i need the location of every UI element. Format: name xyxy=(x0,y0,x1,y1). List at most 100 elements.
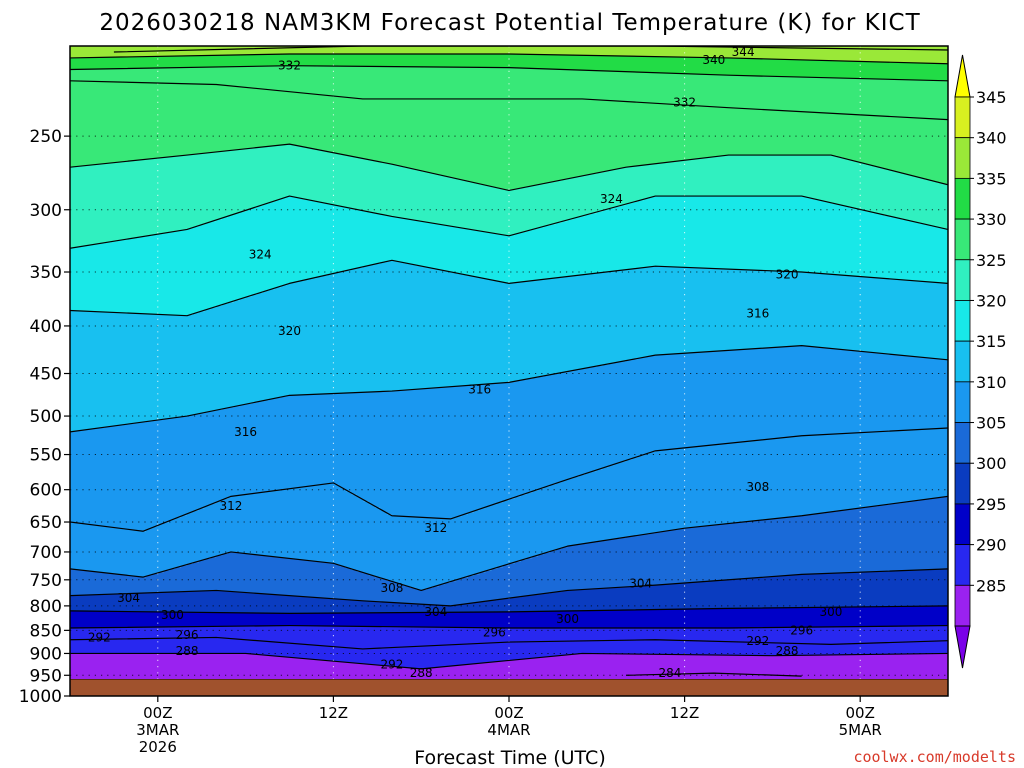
color-cell xyxy=(819,434,826,514)
color-cell xyxy=(491,642,498,662)
color-cell xyxy=(830,607,838,627)
color-cell xyxy=(918,429,926,500)
color-cell xyxy=(661,196,668,267)
color-cell xyxy=(743,58,750,76)
color-cell xyxy=(708,581,715,609)
color-cell xyxy=(708,46,715,58)
color-cell xyxy=(257,640,264,655)
color-cell xyxy=(514,597,522,612)
color-cell xyxy=(286,595,294,614)
color-cell xyxy=(292,625,299,644)
color-cell xyxy=(942,283,948,360)
color-cell xyxy=(544,46,551,55)
color-cell xyxy=(192,55,200,68)
contour-line-284 xyxy=(626,672,802,677)
color-cell xyxy=(239,66,247,88)
color-cell xyxy=(345,97,352,156)
color-cell xyxy=(637,102,645,166)
contour-line-344 xyxy=(113,46,948,53)
color-cell xyxy=(626,46,633,57)
color-cell xyxy=(596,55,604,71)
color-cell xyxy=(655,72,662,104)
color-cell xyxy=(304,54,311,66)
color-cell xyxy=(590,653,598,696)
color-cell xyxy=(309,65,317,95)
color-cell xyxy=(450,612,457,628)
color-cell xyxy=(151,611,159,628)
color-cell xyxy=(573,654,580,696)
color-cell xyxy=(643,585,651,610)
contour-line-332 xyxy=(70,80,948,121)
color-cell xyxy=(789,196,797,272)
color-cell xyxy=(760,109,768,156)
color-cell xyxy=(263,641,270,656)
color-cell xyxy=(239,553,247,593)
color-cell xyxy=(210,67,217,85)
color-cell xyxy=(116,627,124,639)
color-cell xyxy=(339,271,346,394)
color-cell xyxy=(427,66,434,99)
color-cell xyxy=(380,578,387,602)
color-cell xyxy=(368,504,375,576)
color-cell xyxy=(860,115,867,164)
color-cell xyxy=(877,505,885,572)
contour-label: 308 xyxy=(380,581,403,595)
color-cell xyxy=(93,164,100,245)
color-cell xyxy=(146,653,153,696)
color-cell xyxy=(204,84,212,153)
color-cell xyxy=(368,601,375,613)
color-cell xyxy=(877,431,885,506)
color-cell xyxy=(374,601,381,613)
color-cell xyxy=(415,604,422,613)
color-cell xyxy=(526,378,534,493)
color-cell xyxy=(509,660,516,696)
color-cell xyxy=(807,514,814,575)
colorbar-bottom-cap xyxy=(954,625,971,669)
color-cell xyxy=(789,271,797,347)
color-cell xyxy=(561,179,569,222)
color-cell xyxy=(450,517,457,582)
color-cell xyxy=(497,188,504,235)
color-cell xyxy=(309,394,317,486)
color-cell xyxy=(784,46,791,60)
color-cell xyxy=(321,613,329,626)
color-cell xyxy=(368,265,375,392)
color-cell xyxy=(198,413,206,509)
color-cell xyxy=(743,578,750,609)
color-cell xyxy=(362,612,370,627)
color-cell xyxy=(608,271,615,364)
color-cell xyxy=(274,625,282,643)
color-cell xyxy=(567,641,574,655)
color-cell xyxy=(889,217,896,280)
color-cell xyxy=(760,76,768,110)
color-cell xyxy=(889,503,896,571)
color-cell xyxy=(298,625,305,645)
color-cell xyxy=(503,189,510,236)
color-cell xyxy=(737,608,744,628)
color-cell xyxy=(304,199,311,280)
color-cell xyxy=(907,606,914,626)
color-cell xyxy=(538,641,545,658)
color-cell xyxy=(462,577,469,604)
color-cell xyxy=(649,46,656,57)
color-cell xyxy=(936,640,943,654)
color-cell xyxy=(766,155,773,197)
contour-line-288 xyxy=(70,652,948,670)
color-cell xyxy=(901,626,908,643)
color-cell xyxy=(204,412,212,506)
color-cell xyxy=(579,176,586,217)
color-cell xyxy=(883,654,891,696)
color-cell xyxy=(216,151,223,220)
color-cell xyxy=(327,626,334,647)
color-cell xyxy=(222,46,229,56)
color-cell xyxy=(690,582,697,609)
color-cell xyxy=(696,267,703,353)
color-cell xyxy=(339,662,346,696)
color-cell xyxy=(725,155,733,197)
color-cell xyxy=(345,207,352,271)
color-cell xyxy=(737,58,744,76)
color-cell xyxy=(462,180,469,229)
color-cell xyxy=(655,654,662,696)
color-cell xyxy=(403,626,411,647)
color-cell xyxy=(912,117,920,177)
